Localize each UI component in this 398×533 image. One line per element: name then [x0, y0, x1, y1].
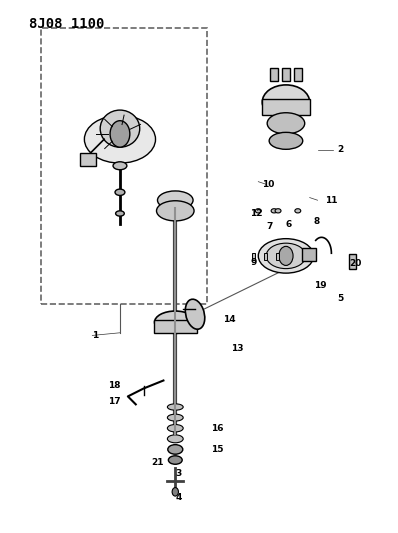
Ellipse shape: [262, 85, 310, 119]
Bar: [282, 68, 290, 81]
Text: 8: 8: [314, 217, 320, 226]
Circle shape: [110, 120, 130, 147]
Bar: [154, 319, 197, 333]
Ellipse shape: [275, 209, 281, 213]
Text: 5: 5: [338, 294, 343, 303]
Text: 16: 16: [211, 424, 223, 433]
Ellipse shape: [113, 162, 127, 169]
Text: 15: 15: [211, 445, 223, 454]
Ellipse shape: [269, 132, 303, 149]
Ellipse shape: [168, 445, 183, 454]
Ellipse shape: [256, 209, 261, 213]
Text: 14: 14: [223, 315, 235, 324]
Bar: [349, 254, 356, 269]
Text: 11: 11: [326, 196, 338, 205]
Text: 9: 9: [250, 258, 257, 266]
Ellipse shape: [168, 414, 183, 421]
Text: 3: 3: [175, 469, 181, 478]
Text: 8J08 1100: 8J08 1100: [29, 17, 104, 31]
Ellipse shape: [100, 110, 140, 147]
Circle shape: [279, 246, 293, 265]
Ellipse shape: [154, 311, 196, 333]
Text: 21: 21: [152, 458, 164, 467]
Bar: [41, 28, 207, 304]
Ellipse shape: [115, 189, 125, 196]
Bar: [276, 253, 279, 260]
Ellipse shape: [168, 435, 183, 443]
Text: 6: 6: [286, 220, 292, 229]
Text: 20: 20: [349, 260, 361, 268]
Ellipse shape: [185, 299, 205, 329]
Text: 10: 10: [262, 180, 275, 189]
Text: 1: 1: [92, 331, 99, 340]
Ellipse shape: [168, 404, 183, 410]
Ellipse shape: [156, 201, 194, 221]
Text: 12: 12: [250, 209, 263, 218]
Circle shape: [172, 488, 178, 496]
Ellipse shape: [258, 239, 314, 273]
Bar: [252, 253, 255, 260]
Bar: [262, 100, 310, 115]
Ellipse shape: [158, 191, 193, 209]
Ellipse shape: [168, 456, 182, 464]
Bar: [270, 68, 278, 81]
Bar: [294, 68, 302, 81]
Bar: [80, 152, 96, 166]
Bar: [264, 253, 267, 260]
Text: 4: 4: [175, 492, 181, 502]
Ellipse shape: [115, 211, 124, 216]
Bar: [302, 248, 316, 261]
Ellipse shape: [295, 209, 301, 213]
Ellipse shape: [271, 209, 277, 213]
Text: 2: 2: [338, 146, 343, 155]
Text: 18: 18: [108, 381, 121, 390]
Text: 7: 7: [266, 222, 273, 231]
Text: 19: 19: [314, 280, 326, 289]
Ellipse shape: [168, 424, 183, 432]
Text: 17: 17: [108, 397, 121, 406]
Ellipse shape: [267, 113, 305, 134]
Text: 13: 13: [230, 344, 243, 353]
Ellipse shape: [84, 115, 156, 163]
Ellipse shape: [266, 243, 306, 269]
